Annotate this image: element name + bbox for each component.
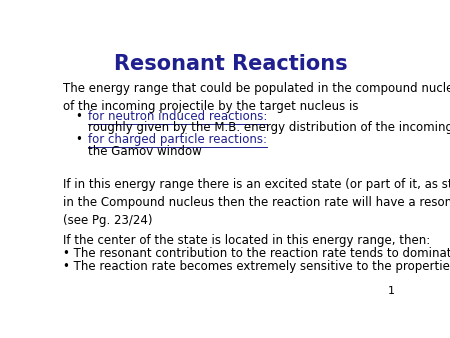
Text: If the center of the state is located in this energy range, then:: If the center of the state is located in… [63,235,431,247]
Text: The energy range that could be populated in the compound nucleus by capture
of t: The energy range that could be populated… [63,82,450,113]
Text: If in this energy range there is an excited state (or part of it, as states have: If in this energy range there is an exci… [63,178,450,227]
Text: • The resonant contribution to the reaction rate tends to dominate by far: • The resonant contribution to the react… [63,247,450,261]
Text: the Gamov window: the Gamov window [88,145,202,158]
Text: • The reaction rate becomes extremely sensitive to the properties of the resonan: • The reaction rate becomes extremely se… [63,261,450,273]
Text: •: • [76,133,82,146]
Text: for charged particle reactions:: for charged particle reactions: [88,133,267,146]
Text: •: • [76,110,82,123]
Text: roughly given by the M.B. energy distribution of the incoming projectile: roughly given by the M.B. energy distrib… [88,121,450,134]
Text: 1: 1 [387,286,395,296]
Text: for neutron induced reactions:: for neutron induced reactions: [88,110,267,123]
Text: Resonant Reactions: Resonant Reactions [114,54,347,74]
